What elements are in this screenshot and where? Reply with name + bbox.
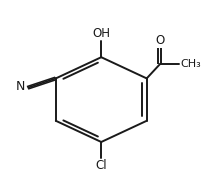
Text: OH: OH: [92, 27, 110, 40]
Text: CH₃: CH₃: [181, 59, 201, 69]
Text: Cl: Cl: [95, 159, 107, 172]
Text: N: N: [16, 80, 25, 93]
Text: O: O: [155, 35, 164, 48]
